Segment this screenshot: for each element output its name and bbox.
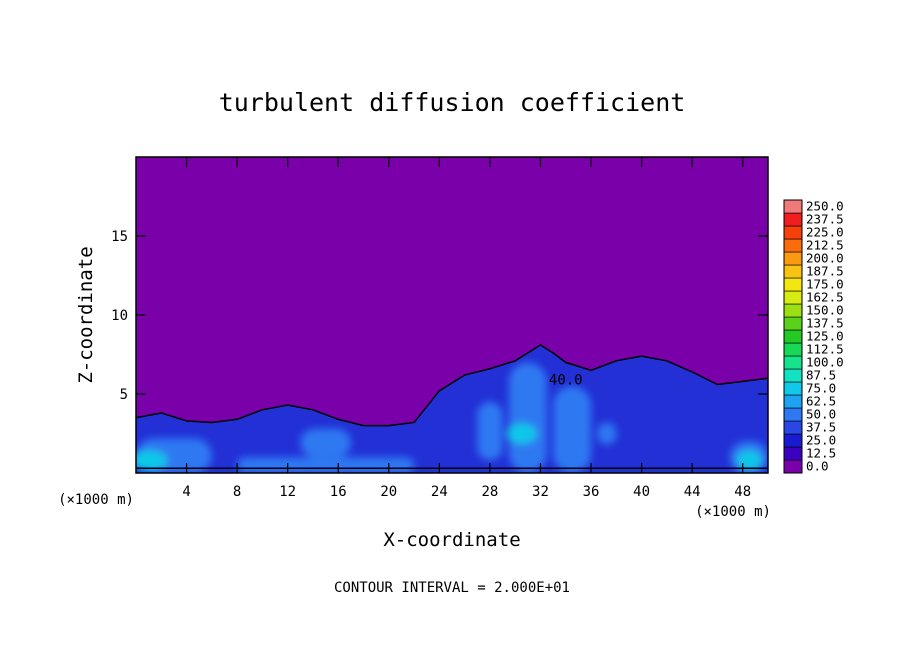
colorbar-swatch [783,355,803,370]
peak-feature-1 [506,423,537,444]
strong-feature-5 [553,386,592,473]
colorbar-swatch [783,264,803,279]
y-axis-label: Z-coordinate [75,246,97,383]
y-tick-label: 10 [111,308,128,324]
x-tick-label: 8 [233,484,241,500]
contour-line-40 [136,344,768,427]
strong-feature-3 [477,401,503,461]
strong-turbulence-features [136,362,768,473]
colorbar-level-label: 137.5 [806,316,844,331]
y-tick-label: 5 [120,387,128,403]
colorbar-swatch [783,459,803,474]
y-axis-unit: (×1000 m) [695,504,771,520]
colorbar-level-label: 12.5 [806,446,836,461]
colorbar-swatch [783,316,803,331]
colorbar-level-label: 225.0 [806,225,844,240]
strong-feature-2 [300,428,351,458]
colorbar-level-label: 187.5 [806,264,844,279]
x-tick-label: 12 [279,484,296,500]
strong-feature-4 [508,362,547,473]
colorbar-level-label: 150.0 [806,303,844,318]
plot-area [136,157,768,473]
colorbar-level-label: 87.5 [806,368,836,383]
colorbar-level-label: 75.0 [806,381,836,396]
colorbar-swatch [783,394,803,409]
x-axis-ticks: 4 8 12 16 20 24 28 32 36 40 44 48 [182,157,751,500]
colorbar-level-label: 162.5 [806,290,844,305]
colorbar-level-label: 0.0 [806,459,829,474]
y-tick-label: 15 [111,229,128,245]
contour-label: 40.0 [549,373,583,389]
colorbar-level-label: 212.5 [806,238,844,253]
colorbar-swatch [783,303,803,318]
colorbar-level-label: 250.0 [806,199,844,214]
peak-feature-0 [136,450,168,471]
x-axis-label: X-coordinate [383,529,520,551]
colorbar-level-label: 237.5 [806,212,844,227]
colorbar-swatch [783,368,803,383]
peak-feature-2 [736,450,762,471]
x-axis-unit: (×1000 m) [58,492,134,508]
y-axis-ticks: 5 10 15 [111,229,768,403]
colorbar-swatch [783,238,803,253]
colorbar-level-label: 125.0 [806,329,844,344]
colorbar-swatch [783,342,803,357]
colorbar-swatch [783,329,803,344]
colorbar-swatch [783,381,803,396]
x-tick-label: 20 [380,484,397,500]
contour-interval-note: CONTOUR INTERVAL = 2.000E+01 [334,580,570,596]
x-tick-label: 44 [684,484,701,500]
colorbar-level-label: 62.5 [806,394,836,409]
colorbar-swatch [783,277,803,292]
x-tick-label: 4 [182,484,190,500]
strong-feature-6 [597,422,617,445]
colorbar-swatch [783,420,803,435]
strong-feature-1 [237,457,415,473]
colorbar-level-label: 37.5 [806,420,836,435]
colorbar-level-label: 100.0 [806,355,844,370]
colorbar-frame [783,199,803,474]
colorbar-level-label: 50.0 [806,407,836,422]
colorbar-swatch [783,251,803,266]
x-tick-label: 24 [431,484,448,500]
colorbar-level-label: 112.5 [806,342,844,357]
colorbar-swatch [783,290,803,305]
colorbar-level-label: 175.0 [806,277,844,292]
colorbar-swatch [783,199,803,214]
x-tick-label: 40 [633,484,650,500]
colorbar-level-label: 25.0 [806,433,836,448]
colorbar-swatch [783,446,803,461]
x-tick-label: 16 [330,484,347,500]
colorbar-swatch [783,433,803,448]
colorbar-level-label: 200.0 [806,251,844,266]
colorbar-swatch [783,212,803,227]
x-tick-label: 32 [532,484,549,500]
x-tick-label: 48 [734,484,751,500]
x-tick-label: 28 [481,484,498,500]
colorbar: 0.012.525.037.550.062.575.087.5100.0112.… [783,199,844,474]
chart-title: turbulent diffusion coefficient [219,88,686,117]
x-tick-label: 36 [583,484,600,500]
colorbar-swatch [783,407,803,422]
colorbar-swatch [783,225,803,240]
